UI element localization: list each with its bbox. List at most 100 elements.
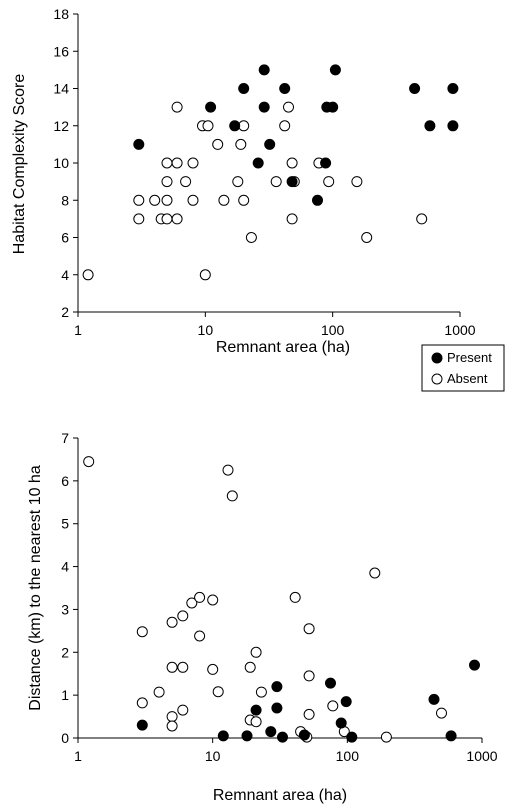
data-point-absent bbox=[171, 157, 183, 169]
data-point-absent bbox=[177, 661, 189, 673]
data-point-absent bbox=[171, 213, 183, 225]
data-point-absent bbox=[171, 101, 183, 113]
y-tick-label: 10 bbox=[53, 155, 69, 171]
data-point-absent bbox=[202, 120, 214, 132]
data-point-present bbox=[271, 702, 283, 714]
data-point-absent bbox=[212, 138, 224, 150]
top-chart-ticks: 2 4 6 8 10 12 14 16 18 1 10 100 1000 bbox=[53, 6, 475, 338]
data-point-absent bbox=[82, 269, 94, 281]
data-point-absent bbox=[235, 138, 247, 150]
data-point-absent bbox=[361, 232, 373, 243]
data-point-absent bbox=[153, 686, 165, 698]
data-point-absent bbox=[226, 490, 238, 502]
data-point-present bbox=[469, 659, 480, 671]
data-point-absent bbox=[255, 686, 267, 698]
data-point-absent bbox=[286, 157, 298, 169]
y-tick-label: 0 bbox=[61, 730, 69, 746]
data-point-present bbox=[133, 138, 145, 150]
data-point-absent bbox=[199, 269, 211, 281]
data-point-present bbox=[298, 729, 310, 741]
data-point-absent bbox=[323, 176, 335, 188]
data-point-present bbox=[258, 101, 270, 113]
y-tick-label: 2 bbox=[61, 304, 69, 320]
data-point-absent bbox=[218, 194, 230, 206]
y-tick-label: 14 bbox=[53, 81, 69, 97]
data-point-absent bbox=[83, 456, 95, 468]
data-point-absent bbox=[283, 101, 294, 113]
data-point-present bbox=[250, 704, 262, 716]
top-chart-axes bbox=[77, 14, 460, 313]
data-point-absent bbox=[166, 720, 178, 732]
data-point-absent bbox=[194, 591, 206, 603]
data-point-present bbox=[271, 681, 283, 693]
data-point-absent bbox=[351, 176, 363, 188]
data-point-absent bbox=[380, 731, 392, 743]
data-point-absent bbox=[166, 661, 178, 673]
data-point-absent bbox=[207, 594, 219, 606]
data-point-present bbox=[241, 730, 253, 742]
data-point-absent bbox=[289, 591, 301, 603]
data-point-absent bbox=[186, 597, 198, 609]
data-point-present bbox=[238, 83, 250, 94]
top-y-axis-label: Habitat Complexity Score bbox=[11, 74, 28, 255]
data-point-present bbox=[340, 696, 352, 708]
data-point-absent bbox=[133, 213, 145, 225]
data-point-absent bbox=[177, 610, 189, 622]
data-point-absent bbox=[187, 194, 199, 206]
data-point-absent bbox=[286, 213, 298, 225]
data-point-absent bbox=[303, 708, 315, 720]
data-point-absent bbox=[166, 711, 178, 723]
x-tick-label: 1000 bbox=[444, 322, 475, 338]
data-point-present bbox=[428, 693, 440, 705]
data-point-present bbox=[217, 730, 229, 742]
data-point-present bbox=[445, 730, 457, 742]
data-point-absent bbox=[161, 157, 173, 169]
data-point-present bbox=[320, 157, 332, 169]
data-point-absent bbox=[270, 176, 282, 188]
data-point-absent bbox=[177, 704, 189, 716]
data-point-present bbox=[447, 83, 459, 94]
legend: Present Absent bbox=[421, 344, 505, 392]
x-tick-label: 1 bbox=[74, 322, 82, 338]
legend-present-marker bbox=[431, 352, 443, 364]
bottom-y-axis-label: Distance (km) to the nearest 10 ha bbox=[27, 465, 44, 711]
data-point-absent bbox=[207, 663, 219, 675]
data-point-absent bbox=[250, 716, 262, 728]
data-point-present bbox=[277, 731, 288, 743]
data-point-absent bbox=[245, 232, 257, 243]
data-point-present bbox=[424, 120, 436, 132]
data-point-absent bbox=[416, 213, 428, 225]
data-point-present bbox=[409, 83, 421, 94]
data-point-absent bbox=[180, 176, 192, 188]
top-x-axis-label: Remnant area (ha) bbox=[216, 339, 350, 356]
y-tick-label: 1 bbox=[61, 687, 69, 703]
x-tick-label: 10 bbox=[205, 748, 221, 764]
data-point-present bbox=[327, 101, 339, 113]
data-point-present bbox=[447, 120, 459, 132]
data-point-present bbox=[335, 717, 347, 729]
data-point-absent bbox=[327, 700, 339, 712]
x-tick-label: 1000 bbox=[466, 748, 497, 764]
y-tick-label: 4 bbox=[61, 267, 69, 283]
data-point-absent bbox=[194, 630, 206, 642]
data-point-present bbox=[252, 157, 264, 169]
top-chart-points bbox=[82, 64, 459, 281]
data-point-absent bbox=[232, 176, 244, 188]
y-tick-label: 5 bbox=[61, 516, 69, 532]
data-point-present bbox=[346, 731, 358, 743]
y-tick-label: 12 bbox=[53, 118, 69, 134]
bottom-chart-axes bbox=[77, 438, 482, 739]
data-point-absent bbox=[279, 120, 291, 132]
data-point-absent bbox=[161, 213, 173, 225]
data-point-present bbox=[205, 101, 217, 113]
y-tick-label: 7 bbox=[61, 430, 69, 446]
x-tick-label: 100 bbox=[336, 748, 360, 764]
data-point-absent bbox=[133, 194, 145, 206]
data-point-absent bbox=[244, 661, 256, 673]
y-tick-label: 4 bbox=[61, 559, 69, 575]
bottom-x-axis-label: Remnant area (ha) bbox=[213, 787, 347, 804]
data-point-present bbox=[264, 138, 276, 150]
data-point-absent bbox=[166, 616, 178, 628]
